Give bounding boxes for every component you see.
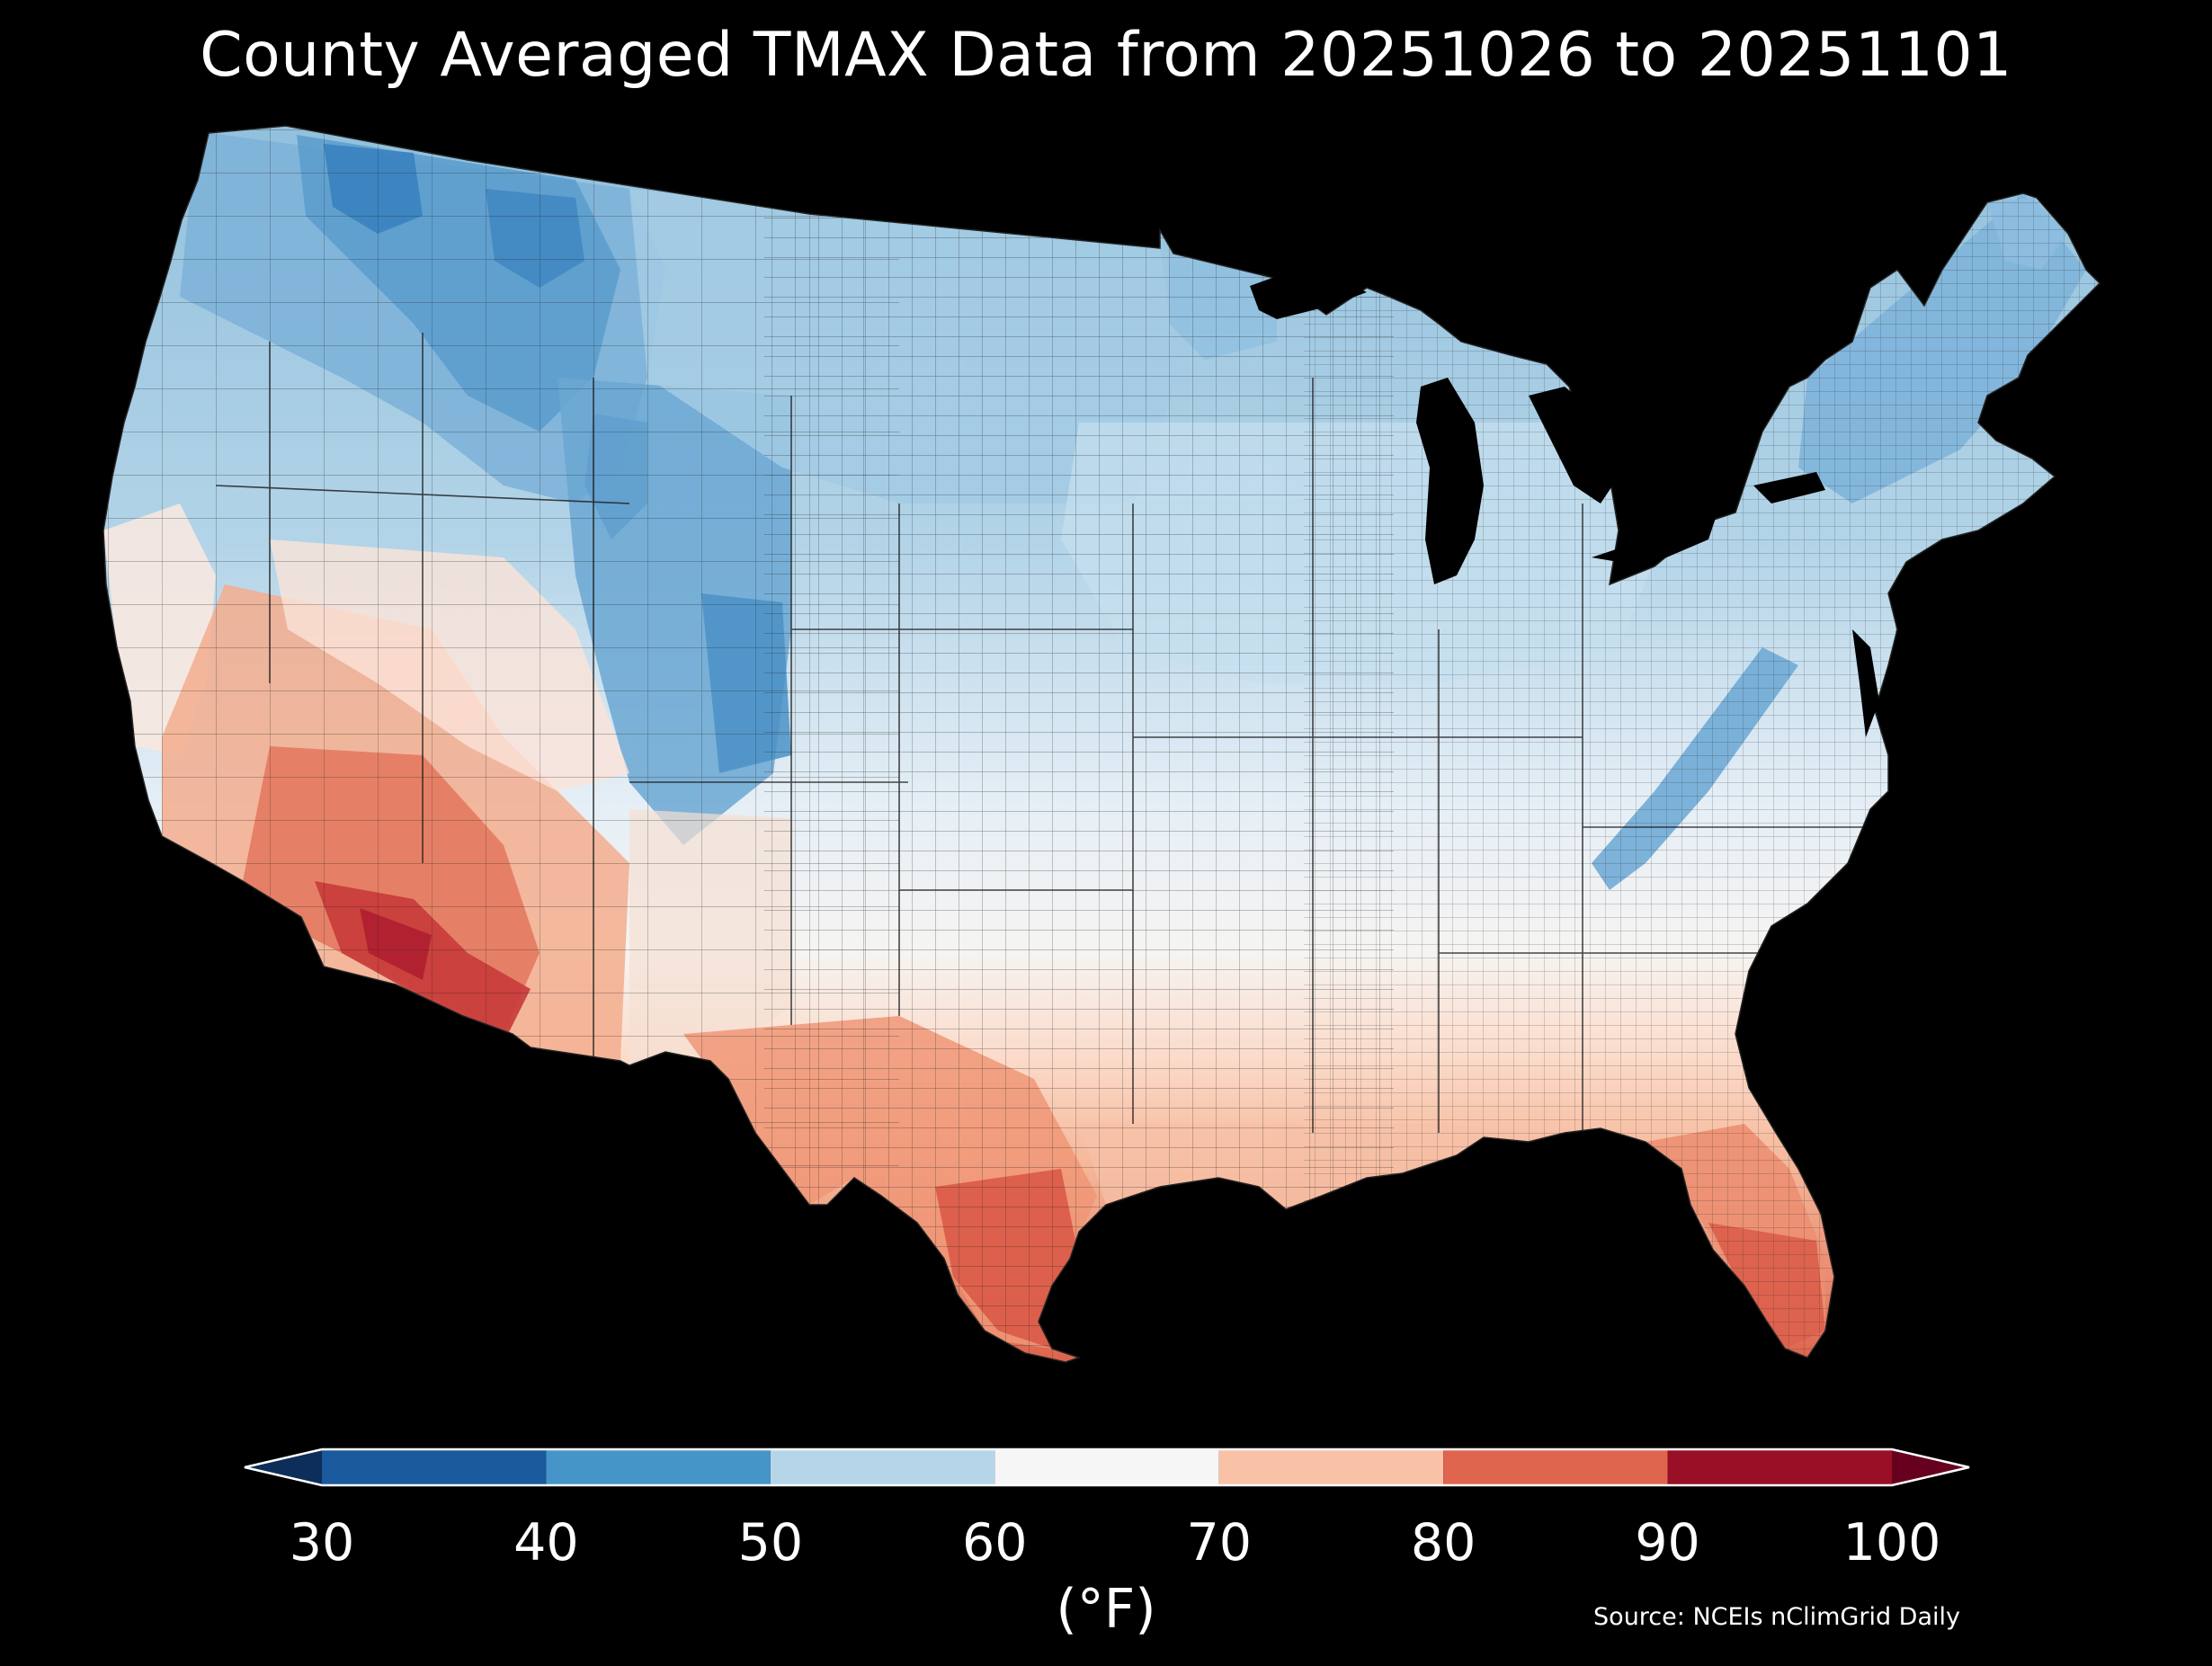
colorbar-over-arrow [1892,1449,1969,1485]
colorbar-tick-label: 80 [1410,1513,1476,1572]
colorbar-bin-70-80 [1218,1449,1444,1485]
lake-erie [1592,512,1717,566]
lake-superior [1250,270,1367,319]
colorbar-bin-80-90 [1443,1449,1668,1485]
colorbar-tick-label: 90 [1635,1513,1700,1572]
colorbar-under-arrow [245,1449,322,1485]
lake-huron [1529,387,1619,503]
lake-ontario [1753,472,1825,503]
colorbar-bin-30-40 [322,1449,547,1485]
colorbar-tick-label: 50 [737,1513,804,1572]
colorbar-bin-60-70 [995,1449,1219,1485]
chesapeake-bay [1852,629,1879,737]
colorbar-bin-50-60 [770,1449,995,1485]
source-credit: Source: NCEIs nClimGrid Daily [1593,1603,1960,1631]
colorbar-bin-40-50 [546,1449,771,1485]
colorbar-tick-label: 40 [513,1513,579,1572]
lake-michigan [1416,378,1484,584]
colorbar-tick-label: 100 [1842,1513,1941,1572]
colorbar-tick-label: 30 [289,1513,355,1572]
colorbar-tick-label: 60 [962,1513,1028,1572]
colorbar-unit-label: (°F) [1056,1578,1156,1641]
chart-title: County Averaged TMAX Data from 20251026 … [200,20,2012,91]
colorbar-bin-90-100 [1667,1449,1892,1485]
colorbar-tick-label: 70 [1186,1513,1252,1572]
